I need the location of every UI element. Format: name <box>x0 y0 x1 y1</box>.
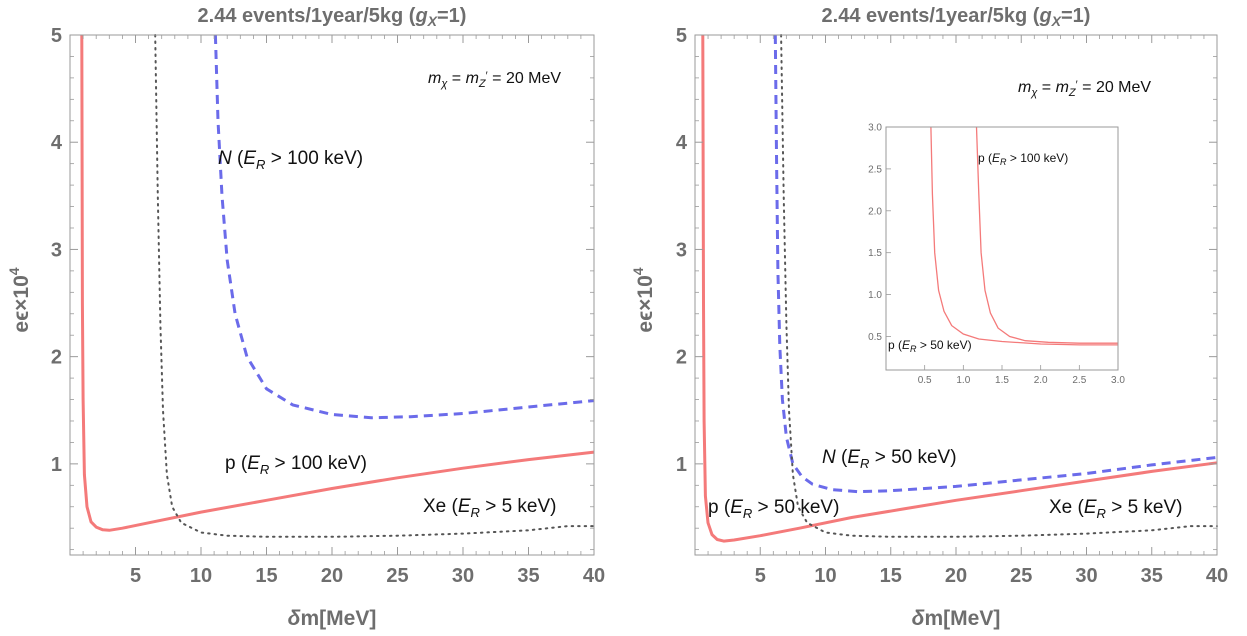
left-mass-label: mχ = mZ′ = 20 MeV <box>428 70 561 90</box>
x-tick-label: 30 <box>1075 565 1097 587</box>
inset-y-tick-label: 2.0 <box>868 206 882 217</box>
y-tick-label: 4 <box>51 132 63 154</box>
right-label-N: N (ER > 50 keV) <box>822 447 957 471</box>
y-tick-label: 3 <box>51 239 62 261</box>
y-tick-label: 5 <box>676 25 687 47</box>
inset-series-line-1 <box>975 126 1118 344</box>
left-label-N: N (ER > 100 keV) <box>218 148 363 172</box>
right-label-p: p (ER > 50 keV) <box>708 497 839 521</box>
inset-y-tick-label: 1.0 <box>868 290 882 301</box>
x-tick-label: 5 <box>130 565 141 587</box>
right-x-axis-label: δm[MeV] <box>912 607 1001 630</box>
y-tick-label: 2 <box>676 347 687 369</box>
y-tick-label: 2 <box>51 347 62 369</box>
x-tick-label: 20 <box>321 565 343 587</box>
x-tick-label: 40 <box>1206 565 1228 587</box>
right-mass-label: mχ = mZ′ = 20 MeV <box>1018 79 1151 99</box>
x-tick-label: 25 <box>1010 565 1032 587</box>
left-y-axis-label: eϵ×104 <box>6 267 33 332</box>
y-tick-label: 5 <box>51 25 62 47</box>
y-tick-label: 3 <box>676 239 687 261</box>
x-tick-label: 40 <box>583 565 605 587</box>
left-chart-title: 2.44 events/1year/5kg (gX=1) <box>198 5 467 29</box>
x-tick-label: 15 <box>880 565 902 587</box>
inset-y-tick-label: 3.0 <box>868 123 882 134</box>
inset-label-upper: p (ER > 100 keV) <box>978 151 1068 167</box>
left-plot-frame <box>69 34 595 556</box>
inset-chart: 0.5 1.0 1.5 2.0 2.5 3.0 0.5 1.0 1.5 2.0 2.5 3.0 p (… <box>868 123 1125 387</box>
x-tick-label: 35 <box>517 565 539 587</box>
series-line-right-2 <box>780 34 1218 538</box>
inset-y-tick-label: 0.5 <box>868 332 882 343</box>
inset-label-lower: p (ER > 50 keV) <box>888 338 972 354</box>
x-tick-label: 30 <box>452 565 474 587</box>
inset-x-tick-label: 1.0 <box>956 375 970 386</box>
inset-x-tick-label: 3.0 <box>1111 375 1125 386</box>
series-line-right-0 <box>701 34 1218 543</box>
series-line-left-1 <box>213 34 595 420</box>
y-tick-label: 1 <box>51 454 62 476</box>
inset-x-tick-label: 2.0 <box>1034 375 1048 386</box>
left-label-Xe: Xe (ER > 5 keV) <box>423 496 557 520</box>
right-y-axis-label: eϵ×104 <box>630 267 657 332</box>
y-tick-label: 4 <box>676 132 688 154</box>
right-label-Xe: Xe (ER > 5 keV) <box>1049 497 1183 521</box>
right-chart: 2.44 events/1year/5kg (gX=1) 5 10 15 20 25 30… <box>630 5 1228 630</box>
series-line-left-2 <box>154 34 595 538</box>
series-line-left-0 <box>80 34 595 532</box>
left-chart: 2.44 events/1year/5kg (gX=1) 5 10 15 20 25 30… <box>6 5 605 630</box>
x-tick-label: 15 <box>255 565 277 587</box>
x-tick-label: 5 <box>755 565 766 587</box>
inset-series-line-0 <box>930 126 1118 346</box>
x-tick-label: 10 <box>814 565 836 587</box>
y-tick-label: 1 <box>676 454 687 476</box>
inset-x-tick-label: 0.5 <box>918 375 932 386</box>
left-label-p: p (ER > 100 keV) <box>225 453 367 477</box>
inset-y-tick-label: 1.5 <box>868 248 882 259</box>
right-chart-title: 2.44 events/1year/5kg (gX=1) <box>822 5 1091 29</box>
x-tick-label: 10 <box>190 565 212 587</box>
series-line-right-1 <box>773 34 1218 494</box>
left-x-axis-label: δm[MeV] <box>288 607 377 630</box>
x-tick-label: 20 <box>945 565 967 587</box>
inset-x-tick-label: 2.5 <box>1072 375 1086 386</box>
inset-y-tick-label: 2.5 <box>868 164 882 175</box>
inset-x-tick-label: 1.5 <box>995 375 1009 386</box>
x-tick-label: 25 <box>386 565 408 587</box>
x-tick-label: 35 <box>1141 565 1163 587</box>
